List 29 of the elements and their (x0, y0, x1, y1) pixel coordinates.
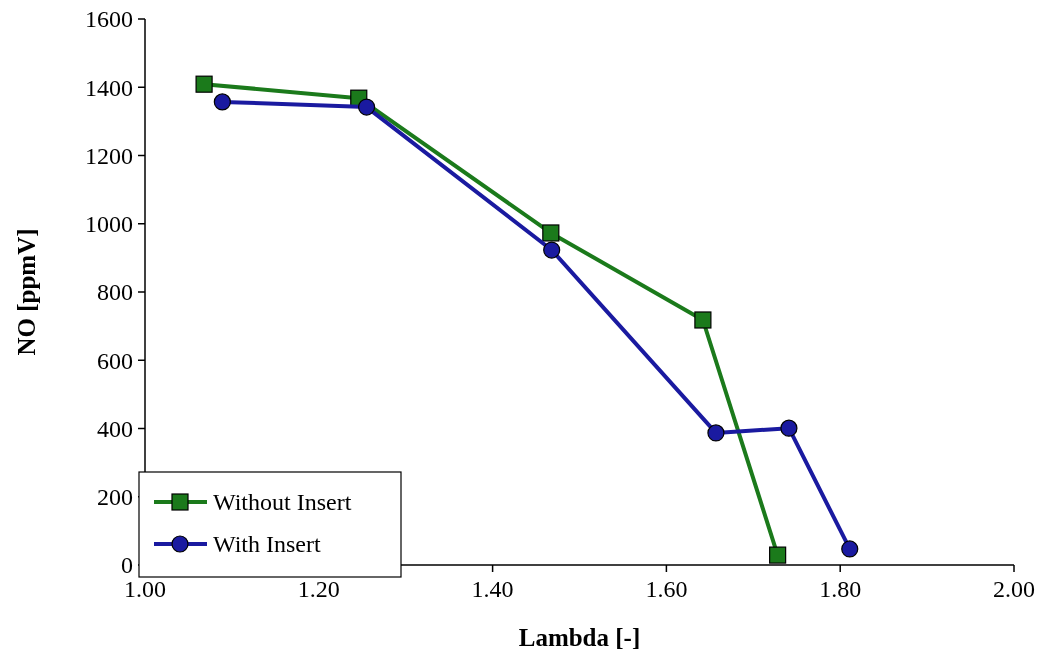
y-tick-label: 1600 (85, 6, 133, 33)
point (694, 311, 712, 329)
point (543, 241, 561, 259)
point (195, 75, 213, 93)
point (780, 419, 798, 437)
point (358, 98, 376, 116)
y-tick-label: 1400 (85, 74, 133, 101)
point (769, 546, 787, 564)
y-tick-label: 800 (97, 279, 133, 306)
x-axis-title: Lambda [-] (518, 624, 641, 651)
x-tick-label: 1.20 (297, 576, 340, 602)
x-tick-label: 1.00 (124, 576, 166, 602)
y-tick-label: 200 (97, 484, 133, 511)
y-axis-title: NO [ppmV] (13, 228, 40, 356)
x-tick-label: 1.40 (471, 576, 514, 602)
point (542, 224, 560, 242)
legend-label: With Insert (213, 531, 321, 558)
point (213, 93, 231, 111)
y-tick-label: 600 (97, 347, 133, 374)
y-tick-label: 400 (97, 415, 133, 442)
x-tick-label: 2.00 (993, 576, 1035, 602)
point (707, 424, 725, 442)
y-tick-label: 0 (121, 552, 133, 579)
y-tick-label: 1200 (85, 142, 133, 169)
point (841, 540, 859, 558)
x-tick-label: 1.60 (645, 576, 688, 602)
y-tick-label: 1000 (85, 211, 133, 238)
legend-label: Without Insert (213, 489, 352, 516)
x-tick-label: 1.80 (819, 576, 862, 602)
